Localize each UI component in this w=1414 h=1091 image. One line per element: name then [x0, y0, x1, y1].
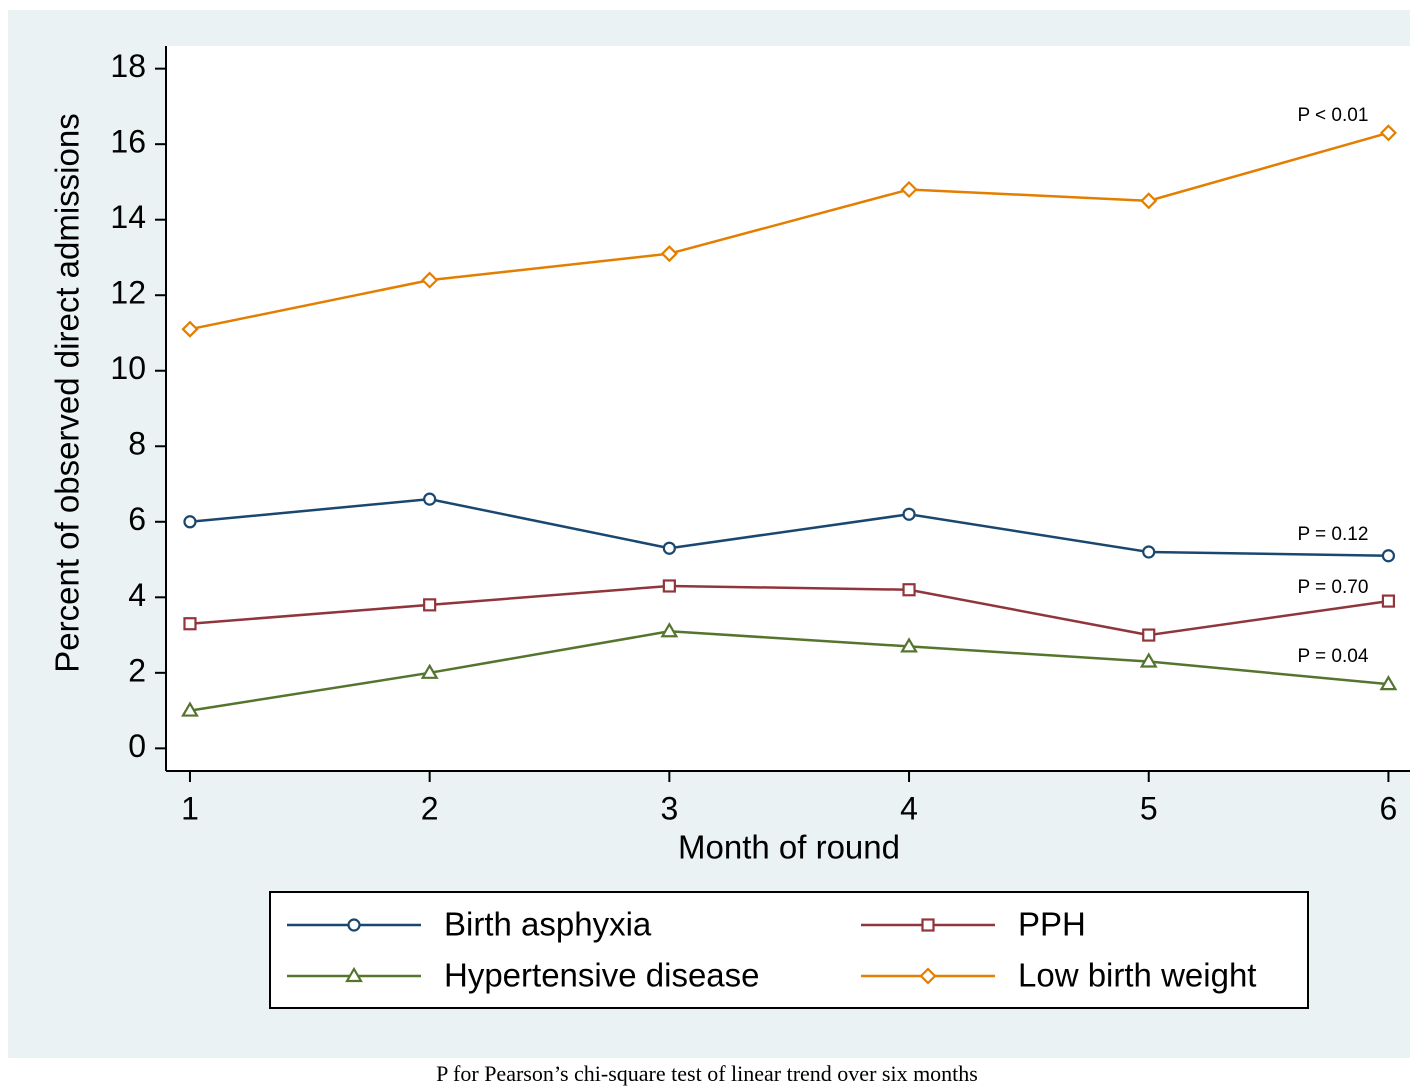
x-tick-label: 4	[900, 790, 918, 826]
marker	[1381, 549, 1396, 563]
marker	[181, 701, 199, 717]
plot-area	[166, 46, 1410, 771]
marker	[421, 271, 439, 289]
legend-box	[269, 891, 1309, 1009]
marker	[183, 617, 197, 631]
marker	[420, 663, 439, 679]
marker	[662, 579, 676, 593]
marker	[660, 622, 679, 638]
marker	[1140, 192, 1158, 210]
y-tick-label: 14	[110, 199, 146, 235]
marker	[919, 967, 937, 985]
caption: P for Pearson’s chi-square test of linea…	[436, 1061, 978, 1086]
series-line	[189, 131, 1389, 331]
p-value-annotation: P = 0.12	[1297, 524, 1368, 545]
y-tick-label: 4	[128, 577, 146, 613]
series-line	[189, 584, 1389, 637]
y-tick-label: 2	[128, 652, 146, 688]
marker	[660, 245, 678, 263]
x-tick-label: 3	[660, 790, 678, 826]
y-tick-label: 8	[128, 426, 146, 462]
marker	[1139, 652, 1158, 668]
marker	[1379, 674, 1398, 691]
legend-label: PPH	[1018, 906, 1086, 943]
marker	[900, 637, 918, 653]
marker	[1142, 628, 1156, 642]
marker	[181, 320, 199, 338]
marker	[902, 583, 916, 597]
marker	[902, 507, 916, 521]
series-line	[189, 497, 1389, 558]
legend-label: Birth asphyxia	[444, 906, 652, 943]
marker	[347, 918, 361, 932]
p-value-annotation: P = 0.04	[1297, 646, 1368, 667]
x-tick-label: 2	[421, 790, 439, 826]
marker	[662, 541, 676, 555]
marker	[183, 515, 197, 529]
series-line	[189, 630, 1389, 712]
marker	[423, 492, 437, 506]
y-tick-label: 16	[110, 124, 146, 160]
p-value-annotation: P = 0.70	[1297, 577, 1368, 598]
y-tick-label: 6	[128, 501, 146, 537]
y-tick-label: 18	[110, 48, 146, 84]
y-tick-label: 10	[110, 350, 146, 386]
y-axis-label: Percent of observed direct admissions	[49, 113, 86, 672]
marker	[423, 598, 437, 612]
marker	[1379, 124, 1397, 142]
legend-label: Hypertensive disease	[444, 957, 760, 994]
marker	[1142, 545, 1156, 559]
marker	[921, 918, 935, 932]
x-tick-label: 5	[1140, 790, 1158, 826]
marker	[900, 180, 918, 199]
p-value-annotation: P < 0.01	[1297, 105, 1368, 126]
marker	[345, 966, 363, 983]
x-tick-label: 1	[181, 790, 199, 826]
x-axis-label: Month of round	[678, 829, 900, 866]
marker	[1381, 594, 1396, 608]
y-tick-label: 12	[110, 275, 146, 311]
x-tick-label: 6	[1380, 790, 1398, 826]
legend-label: Low birth weight	[1018, 957, 1256, 994]
y-tick-label: 0	[128, 728, 146, 764]
